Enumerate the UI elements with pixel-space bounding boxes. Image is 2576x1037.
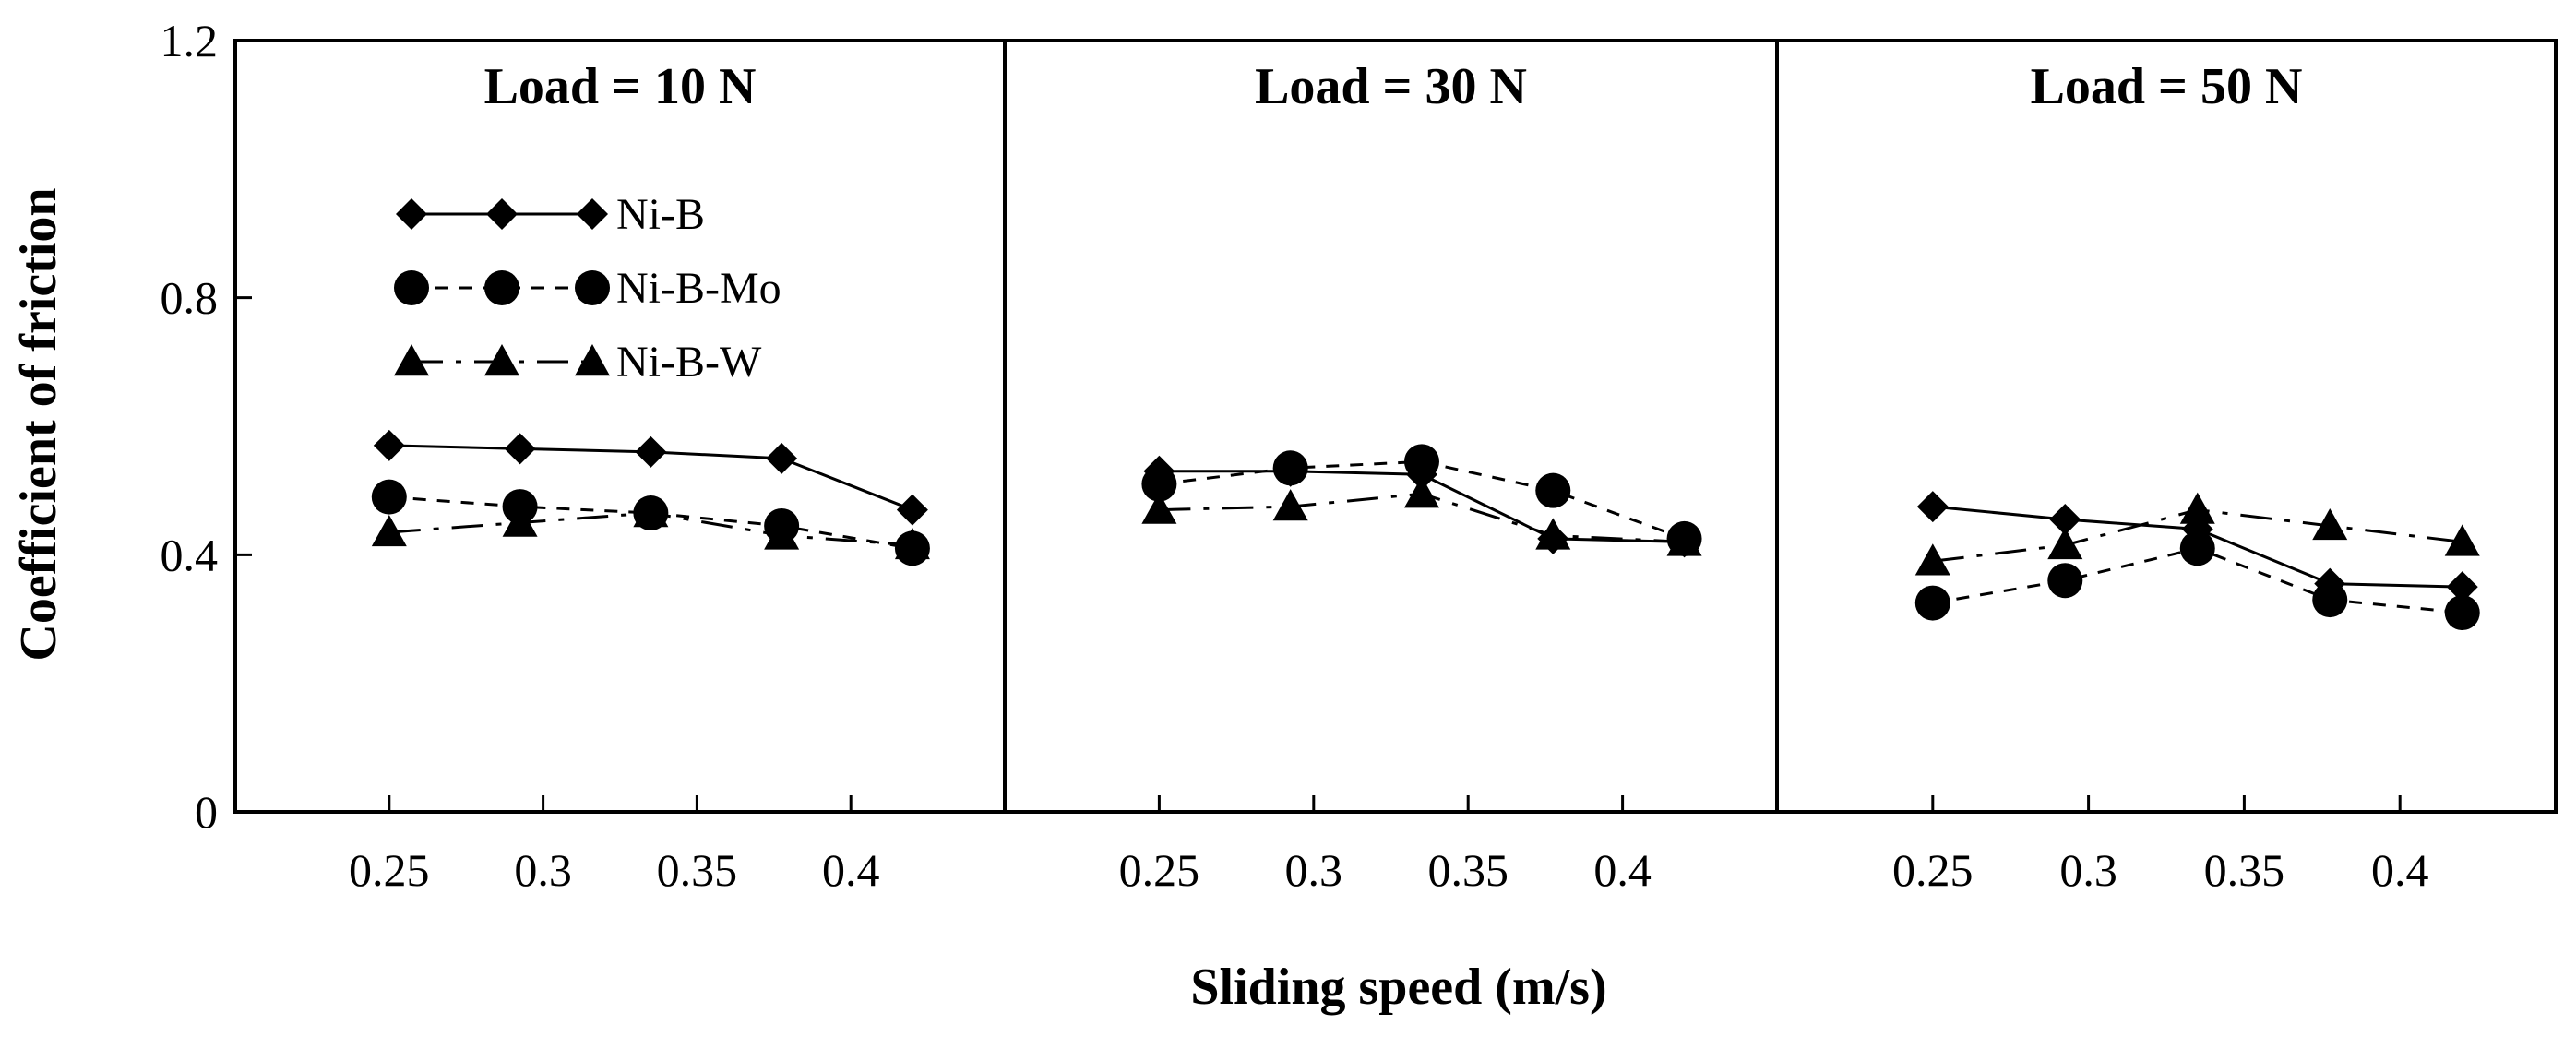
legend-marker-ni-b-w-0 [394,344,429,376]
x-tick-label-2-1: 0.3 [1285,844,1343,896]
point-ni-b-w-1-4 [894,527,930,560]
x-tick-label-2-3: 0.4 [1593,844,1652,896]
point-ni-b-mo-3-1 [2047,563,2083,599]
point-ni-b-mo-3-4 [2444,595,2480,631]
legend-marker-ni-b-1 [486,198,518,230]
point-ni-b-mo-2-2 [1403,444,1439,480]
point-ni-b-w-1-3 [764,518,800,550]
x-tick-label-2-2: 0.35 [1427,844,1509,896]
point-ni-b-w-1-1 [502,505,538,537]
x-tick-label-1-3: 0.4 [822,844,880,896]
legend-marker-ni-b-mo-1 [484,270,519,305]
point-ni-b-w-2-3 [1535,518,1571,550]
point-ni-b-mo-1-0 [371,479,407,515]
point-ni-b-w-2-0 [1141,492,1177,524]
panel-title-1: Load = 10 N [484,58,757,115]
legend-label-ni-b: Ni-B [616,190,705,239]
point-ni-b-w-3-0 [1914,543,1950,576]
point-ni-b-w-3-2 [2179,492,2215,524]
legend-marker-ni-b-w-2 [575,344,610,376]
point-ni-b-mo-2-0 [1141,466,1177,502]
x-axis-label: Sliding speed (m/s) [1190,959,1606,1016]
panel-frame-2 [1003,39,1779,814]
panel-frame-3 [1775,39,2558,814]
point-ni-b-w-3-3 [2312,507,2348,541]
x-tick-label-3-2: 0.35 [2204,844,2285,896]
point-ni-b-w-1-0 [371,514,407,547]
point-ni-b-mo-2-3 [1535,472,1571,508]
point-ni-b-mo-3-2 [2179,530,2215,566]
point-ni-b-1-4 [896,494,928,526]
legend-marker-ni-b-mo-2 [575,270,610,305]
point-ni-b-3-4 [2446,571,2478,603]
x-tick-label-1-2: 0.35 [657,844,738,896]
x-tick-label-3-3: 0.4 [2371,844,2429,896]
point-ni-b-w-2-2 [1403,476,1439,508]
legend-marker-ni-b-mo-0 [394,270,429,305]
legend-label-ni-b-mo: Ni-B-Mo [616,264,781,313]
point-ni-b-1-1 [504,433,536,465]
y-tick-label-2: 0.8 [161,272,219,324]
point-ni-b-w-1-2 [633,495,669,528]
x-tick-label-3-1: 0.3 [2059,844,2117,896]
legend-marker-ni-b-w-1 [484,344,519,376]
panel-2: Load = 30 N 0.25 0.3 0.35 0.4 [1003,39,1779,896]
point-ni-b-w-3-4 [2444,524,2480,556]
x-tick-label-3-0: 0.25 [1892,844,1974,896]
legend: Ni-B Ni-B-Mo Ni-B-W [394,190,781,387]
point-ni-b-w-2-1 [1272,489,1308,521]
point-ni-b-mo-3-3 [2312,582,2348,618]
panel-frame-1 [233,39,1007,814]
point-ni-b-1-0 [373,429,405,461]
point-ni-b-mo-3-0 [1914,585,1950,621]
x-tick-label-1-1: 0.3 [514,844,572,896]
point-ni-b-1-2 [635,435,667,468]
panel-title-2: Load = 30 N [1255,58,1527,115]
y-axis-label: Coefficient of friction [10,187,67,661]
series-line-ni-b-mo-1 [388,495,913,550]
legend-marker-ni-b-0 [396,198,427,230]
y-tick-label-1: 0.4 [161,529,219,580]
point-ni-b-3-1 [2049,504,2081,536]
legend-marker-ni-b-2 [577,198,608,230]
panel-title-3: Load = 50 N [2031,58,2303,115]
point-ni-b-mo-2-1 [1272,450,1308,486]
point-ni-b-3-0 [1916,491,1949,523]
y-tick-label-0: 0 [195,786,218,838]
x-tick-label-1-0: 0.25 [349,844,430,896]
point-ni-b-w-2-4 [1666,524,1702,556]
point-ni-b-w-3-1 [2047,527,2083,560]
panel-1: Load = 10 N 0.25 0.3 0.35 0.4 [233,39,1007,896]
legend-label-ni-b-w: Ni-B-W [616,338,762,387]
x-tick-label-2-0: 0.25 [1119,844,1200,896]
panel-3: Load = 50 N 0.25 0.3 0.35 0.4 [1775,39,2558,896]
point-ni-b-1-3 [766,442,798,474]
y-tick-label-3: 1.2 [161,15,219,66]
